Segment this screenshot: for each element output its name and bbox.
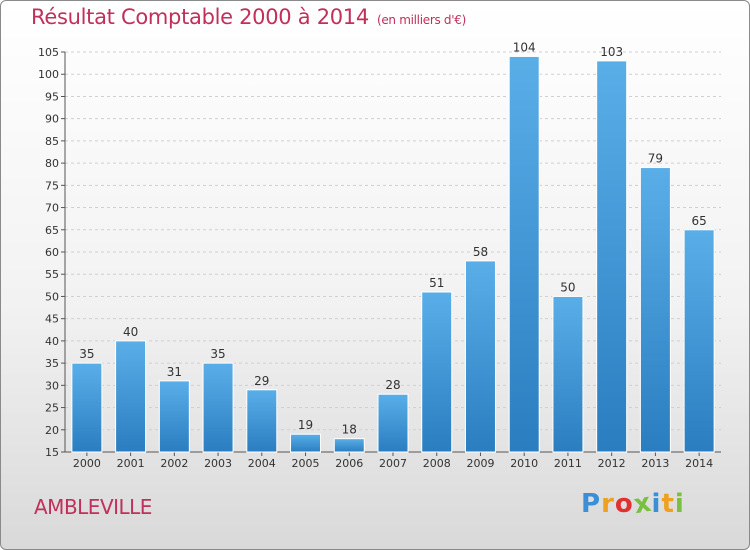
bar-2013: [639, 167, 671, 453]
bar-value-label: 104: [513, 40, 536, 54]
x-tick-label: 2005: [292, 457, 320, 470]
y-tick-label: 40: [45, 335, 59, 348]
town-name: AMBLEVILLE: [34, 495, 152, 519]
y-tick-label: 60: [45, 246, 59, 259]
logo-letter: t: [661, 489, 675, 519]
chart-title-text: Résultat Comptable 2000 à 2014: [31, 5, 369, 29]
y-tick-label: 30: [45, 379, 59, 392]
x-tick-label: 2002: [160, 457, 188, 470]
y-tick-label: 65: [45, 224, 59, 237]
x-tick-label: 2007: [379, 457, 407, 470]
bar-2000: [71, 362, 103, 453]
labels: 15 20 25 30 35 40 45 50 55 60 65 70 75 80 85 90 95 100 105…: [38, 40, 713, 470]
bar-value-label: 18: [342, 423, 357, 437]
y-tick-label: 85: [45, 135, 59, 148]
bar-value-label: 79: [648, 152, 663, 166]
x-tick-label: 2003: [204, 457, 232, 470]
logo-letter: P: [581, 489, 602, 519]
x-tick-label: 2013: [641, 457, 669, 470]
bars: [71, 55, 715, 453]
bar-2007: [377, 393, 409, 453]
bar-value-label: 35: [79, 347, 94, 361]
bar-2006: [333, 438, 365, 453]
bar-2004: [246, 389, 278, 453]
y-tick-label: 75: [45, 179, 59, 192]
bar-value-label: 51: [429, 276, 444, 290]
x-tick-label: 2012: [598, 457, 626, 470]
bar-value-label: 31: [167, 365, 182, 379]
y-tick-label: 55: [45, 268, 59, 281]
x-tick-label: 2009: [466, 457, 494, 470]
bar-2008: [421, 291, 453, 453]
y-tick-label: 95: [45, 90, 59, 103]
y-tick-label: 70: [45, 202, 59, 215]
x-tick-label: 2010: [510, 457, 538, 470]
x-tick-label: 2004: [248, 457, 276, 470]
x-tick-label: 2006: [335, 457, 363, 470]
bar-value-label: 50: [560, 280, 575, 294]
bar-2011: [552, 295, 584, 453]
y-tick-label: 90: [45, 113, 59, 126]
chart-subtitle: (en milliers d'€): [376, 13, 466, 27]
y-tick-label: 45: [45, 313, 59, 326]
x-tick-label: 2014: [685, 457, 713, 470]
x-tick-label: 2011: [554, 457, 582, 470]
bar-2002: [158, 380, 190, 453]
bar-2001: [115, 340, 147, 453]
bar-2009: [464, 260, 496, 453]
y-tick-label: 105: [38, 46, 59, 59]
bar-2014: [683, 229, 715, 453]
y-tick-label: 25: [45, 402, 59, 415]
proxiti-logo[interactable]: Proxiti: [581, 488, 685, 521]
bar-value-label: 65: [691, 214, 706, 228]
bar-value-label: 103: [600, 45, 623, 59]
y-tick-label: 20: [45, 424, 59, 437]
bar-value-label: 28: [385, 378, 400, 392]
x-tick-label: 2001: [117, 457, 145, 470]
bar-value-label: 40: [123, 325, 138, 339]
bar-2003: [202, 362, 234, 453]
bar-value-label: 29: [254, 374, 269, 388]
logo-letter: i: [651, 489, 662, 519]
y-tick-label: 80: [45, 157, 59, 170]
x-tick-label: 2008: [423, 457, 451, 470]
bar-value-label: 19: [298, 418, 313, 432]
y-tick-label: 35: [45, 357, 59, 370]
logo-letter: i: [674, 489, 685, 519]
logo-letter: o: [614, 489, 634, 519]
logo-letter: r: [601, 489, 615, 519]
bar-2005: [290, 433, 322, 453]
y-tick-label: 100: [38, 68, 59, 81]
chart-title: Résultat Comptable 2000 à 2014 (en millie…: [31, 5, 466, 29]
bar-2010: [508, 55, 540, 453]
x-tick-label: 2000: [73, 457, 101, 470]
y-tick-label: 50: [45, 290, 59, 303]
bar-value-label: 58: [473, 245, 488, 259]
y-tick-label: 15: [45, 446, 59, 459]
bar-value-label: 35: [210, 347, 225, 361]
bar-2012: [596, 60, 628, 453]
